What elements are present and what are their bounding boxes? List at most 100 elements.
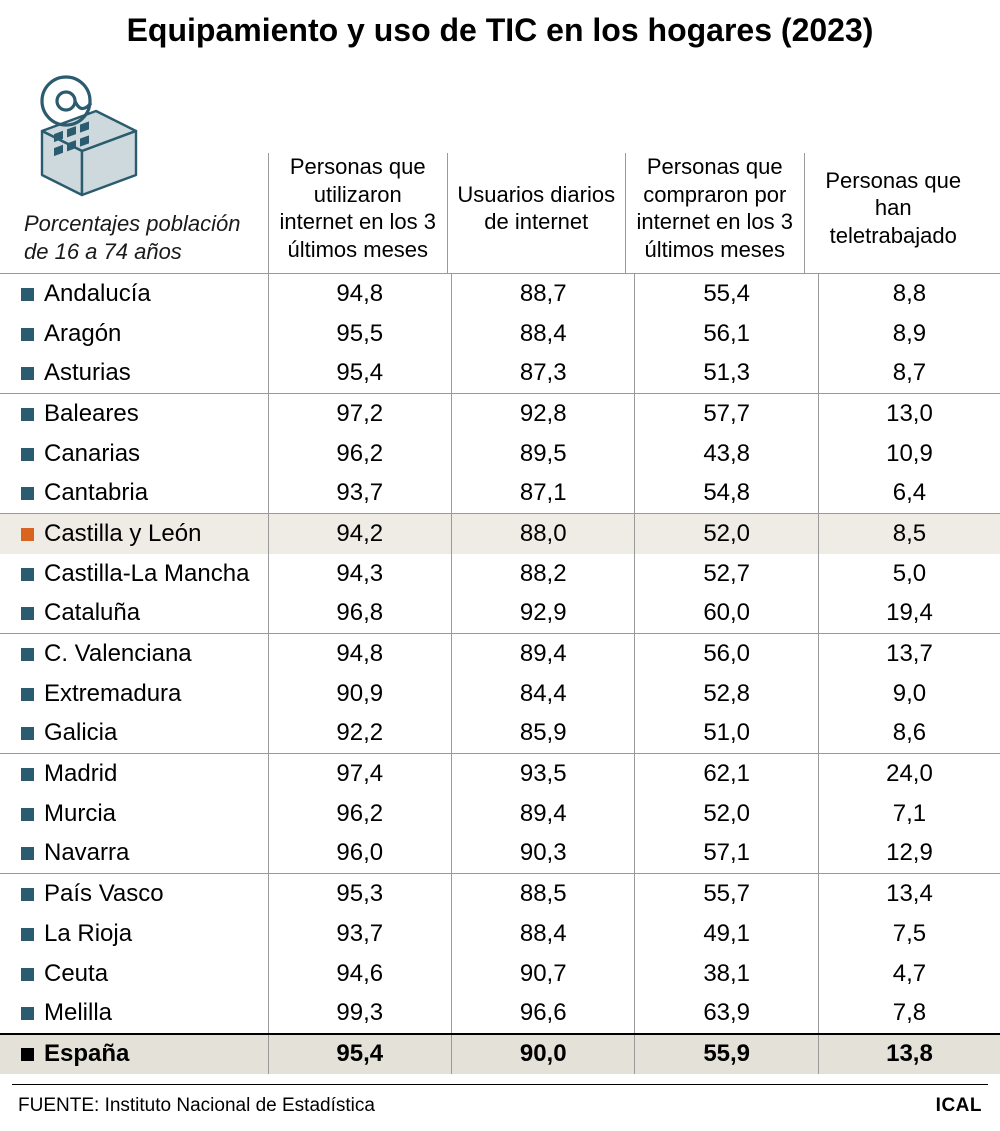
- row-value: 96,2: [268, 794, 451, 834]
- col-header-3: Personas que han teletrabajado: [804, 153, 983, 273]
- row-value: 93,7: [268, 914, 451, 954]
- row-value: 54,8: [635, 474, 818, 514]
- row-value: 89,4: [451, 794, 634, 834]
- row-value: 13,0: [818, 394, 1000, 434]
- row-marker-cell: [0, 474, 44, 514]
- row-marker-icon: [21, 408, 34, 421]
- row-value: 96,2: [268, 434, 451, 474]
- row-value: 63,9: [635, 994, 818, 1034]
- row-value: 95,5: [268, 314, 451, 354]
- row-marker-icon: [21, 1007, 34, 1020]
- row-value: 99,3: [268, 994, 451, 1034]
- table-header-area: Porcentajes población de 16 a 74 años Pe…: [0, 67, 1000, 273]
- row-marker-icon: [21, 1048, 34, 1061]
- table-row: España95,490,055,913,8: [0, 1034, 1000, 1074]
- row-marker-cell: [0, 994, 44, 1034]
- col-header-2: Personas que compraron por internet en l…: [625, 153, 804, 273]
- row-marker-cell: [0, 874, 44, 914]
- row-marker-cell: [0, 274, 44, 314]
- row-marker-icon: [21, 487, 34, 500]
- row-value: 7,1: [818, 794, 1000, 834]
- row-marker-cell: [0, 354, 44, 394]
- table-row: Castilla y León94,288,052,08,5: [0, 514, 1000, 554]
- row-marker-cell: [0, 434, 44, 474]
- row-value: 49,1: [635, 914, 818, 954]
- row-marker-icon: [21, 968, 34, 981]
- row-label: Madrid: [44, 754, 268, 794]
- row-value: 88,4: [451, 314, 634, 354]
- table-row: Aragón95,588,456,18,9: [0, 314, 1000, 354]
- table-row: Canarias96,289,543,810,9: [0, 434, 1000, 474]
- row-value: 8,7: [818, 354, 1000, 394]
- row-value: 90,3: [451, 834, 634, 874]
- row-value: 52,0: [635, 514, 818, 554]
- row-value: 7,5: [818, 914, 1000, 954]
- row-marker-cell: [0, 754, 44, 794]
- table-row: Andalucía94,888,755,48,8: [0, 274, 1000, 314]
- row-value: 8,8: [818, 274, 1000, 314]
- row-marker-cell: [0, 714, 44, 754]
- row-value: 57,7: [635, 394, 818, 434]
- row-label: Baleares: [44, 394, 268, 434]
- row-label: Castilla-La Mancha: [44, 554, 268, 594]
- row-marker-icon: [21, 328, 34, 341]
- table-row: Murcia96,289,452,07,1: [0, 794, 1000, 834]
- row-marker-cell: [0, 834, 44, 874]
- row-value: 88,5: [451, 874, 634, 914]
- row-value: 95,4: [268, 1034, 451, 1074]
- row-value: 55,7: [635, 874, 818, 914]
- table-row: Ceuta94,690,738,14,7: [0, 954, 1000, 994]
- row-marker-cell: [0, 1034, 44, 1074]
- table-row: Cantabria93,787,154,86,4: [0, 474, 1000, 514]
- row-value: 90,7: [451, 954, 634, 994]
- row-marker-icon: [21, 808, 34, 821]
- row-value: 96,8: [268, 594, 451, 634]
- row-marker-cell: [0, 554, 44, 594]
- row-value: 51,0: [635, 714, 818, 754]
- table-row: La Rioja93,788,449,17,5: [0, 914, 1000, 954]
- row-value: 94,8: [268, 634, 451, 674]
- row-value: 8,9: [818, 314, 1000, 354]
- row-value: 85,9: [451, 714, 634, 754]
- row-label: Castilla y León: [44, 514, 268, 554]
- col-header-0: Personas que utilizaron internet en los …: [268, 153, 447, 273]
- row-value: 52,0: [635, 794, 818, 834]
- data-table: Andalucía94,888,755,48,8Aragón95,588,456…: [0, 273, 1000, 1074]
- row-value: 19,4: [818, 594, 1000, 634]
- row-value: 60,0: [635, 594, 818, 634]
- row-value: 13,8: [818, 1034, 1000, 1074]
- table-row: Madrid97,493,562,124,0: [0, 754, 1000, 794]
- row-value: 94,2: [268, 514, 451, 554]
- row-marker-icon: [21, 448, 34, 461]
- row-label: Navarra: [44, 834, 268, 874]
- table-row: Asturias95,487,351,38,7: [0, 354, 1000, 394]
- row-value: 94,6: [268, 954, 451, 994]
- row-label: La Rioja: [44, 914, 268, 954]
- row-marker-icon: [21, 367, 34, 380]
- row-marker-cell: [0, 634, 44, 674]
- row-value: 95,3: [268, 874, 451, 914]
- row-marker-cell: [0, 394, 44, 434]
- row-marker-icon: [21, 928, 34, 941]
- row-value: 55,4: [635, 274, 818, 314]
- subtitle-line2: de 16 a 74 años: [24, 239, 182, 264]
- row-label: Asturias: [44, 354, 268, 394]
- row-value: 12,9: [818, 834, 1000, 874]
- row-marker-cell: [0, 954, 44, 994]
- row-label: Aragón: [44, 314, 268, 354]
- row-value: 96,0: [268, 834, 451, 874]
- row-value: 52,7: [635, 554, 818, 594]
- row-value: 88,2: [451, 554, 634, 594]
- row-marker-icon: [21, 768, 34, 781]
- subtitle: Porcentajes población de 16 a 74 años: [24, 210, 268, 265]
- table-row: C. Valenciana94,889,456,013,7: [0, 634, 1000, 674]
- row-marker-icon: [21, 727, 34, 740]
- row-value: 13,4: [818, 874, 1000, 914]
- footer-source-label: FUENTE:: [18, 1095, 99, 1116]
- row-value: 56,0: [635, 634, 818, 674]
- row-value: 10,9: [818, 434, 1000, 474]
- row-marker-icon: [21, 888, 34, 901]
- row-value: 90,0: [451, 1034, 634, 1074]
- row-marker-cell: [0, 674, 44, 714]
- table-row: País Vasco95,388,555,713,4: [0, 874, 1000, 914]
